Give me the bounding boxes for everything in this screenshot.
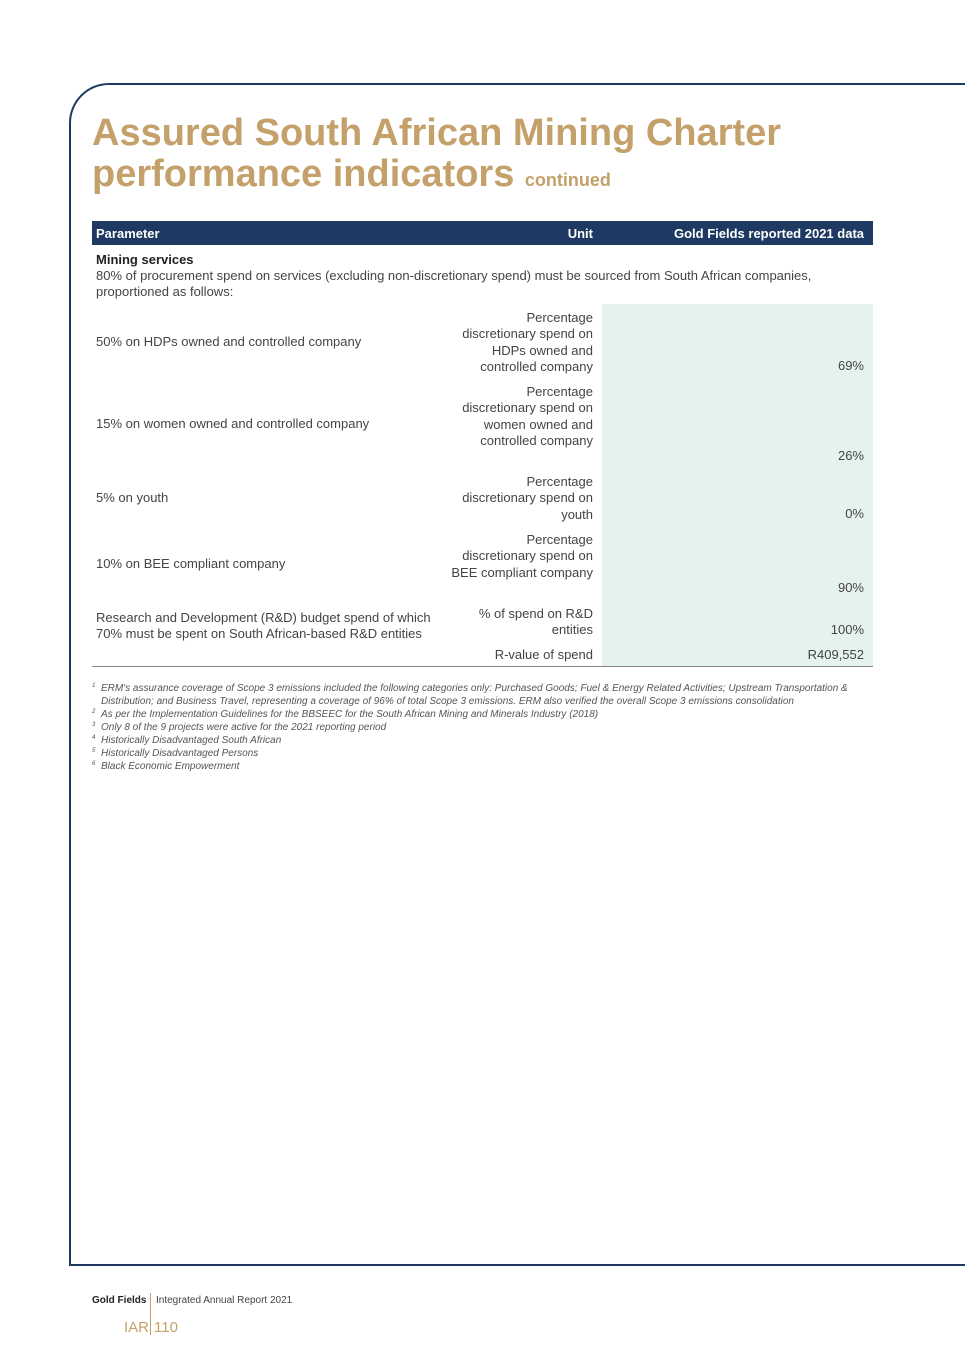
row-value: 100%	[830, 622, 864, 637]
row-parameter: 15% on women owned and controlled compan…	[96, 416, 370, 431]
footnote: 1 ERM's assurance coverage of Scope 3 emi…	[92, 682, 872, 708]
row-unit: Percentage discretionary spend on youth	[462, 474, 593, 522]
title-line-2: performance indicators	[92, 153, 515, 195]
footer-divider	[150, 1293, 151, 1335]
row-unit: Percentage discretionary spend on HDPs o…	[462, 310, 593, 374]
section-text: 80% of procurement spend on services (ex…	[96, 268, 812, 300]
header-data: Gold Fields reported 2021 data	[674, 226, 864, 241]
footnote-text: Historically Disadvantaged Persons	[101, 748, 259, 759]
footnote: 2 As per the Implementation Guidelines fo…	[92, 708, 872, 721]
footnote-text: Historically Disadvantaged South African	[101, 735, 282, 746]
footnote: 4 Historically Disadvantaged South Africa…	[92, 734, 872, 747]
footnote-number: 6	[92, 761, 96, 767]
row-parameter: 10% on BEE compliant company	[96, 556, 286, 571]
row-value: 26%	[837, 448, 864, 463]
footnote-text: Only 8 of the 9 projects were active for…	[101, 722, 387, 733]
page-title: Assured South African Mining Charter per…	[92, 113, 781, 201]
row-unit: Percentage discretionary spend on BEE co…	[451, 532, 593, 580]
footnote-text: As per the Implementation Guidelines for…	[101, 709, 599, 720]
table-bottom-rule	[92, 666, 873, 667]
footnote-number: 2	[92, 709, 96, 715]
title-line-1: Assured South African Mining Charter	[92, 112, 781, 154]
footnote-number: 5	[92, 748, 96, 754]
footnote: 3 Only 8 of the 9 projects were active fo…	[92, 721, 872, 734]
footnote-number: 4	[92, 735, 96, 741]
section-heading: Mining services	[96, 252, 194, 267]
row-unit: Percentage discretionary spend on women …	[462, 384, 593, 448]
row-value: R409,552	[807, 647, 864, 662]
footer-section: IAR	[124, 1319, 150, 1336]
footnote-text: ERM's assurance coverage of Scope 3 emis…	[101, 683, 848, 707]
row-parameter: Research and Development (R&D) budget sp…	[96, 610, 431, 642]
row-value: 90%	[837, 580, 864, 595]
row-value: 69%	[837, 358, 864, 373]
row-unit: R-value of spend	[494, 647, 593, 662]
footnote-text: Black Economic Empowerment	[101, 761, 240, 772]
footnote: 6 Black Economic Empowerment	[92, 760, 872, 773]
header-unit: Unit	[567, 226, 593, 241]
footnotes: 1 ERM's assurance coverage of Scope 3 emi…	[92, 682, 872, 773]
footer-report: Integrated Annual Report 2021	[156, 1295, 293, 1306]
page-frame	[69, 83, 965, 1266]
footer-company: Gold Fields	[92, 1295, 147, 1306]
page-number: 110	[154, 1319, 178, 1336]
row-value: 0%	[845, 506, 864, 521]
header-parameter: Parameter	[96, 226, 160, 241]
footnote-number: 1	[92, 683, 96, 689]
footnote-number: 3	[92, 722, 96, 728]
footnote: 5 Historically Disadvantaged Persons	[92, 747, 872, 760]
row-parameter: 50% on HDPs owned and controlled company	[96, 334, 362, 349]
row-parameter: 5% on youth	[96, 490, 169, 505]
table-header: Parameter Unit Gold Fields reported 2021…	[92, 221, 873, 245]
data-column-shade	[602, 304, 873, 666]
row-unit: % of spend on R&D entities	[478, 606, 593, 638]
title-suffix: continued	[524, 170, 611, 190]
